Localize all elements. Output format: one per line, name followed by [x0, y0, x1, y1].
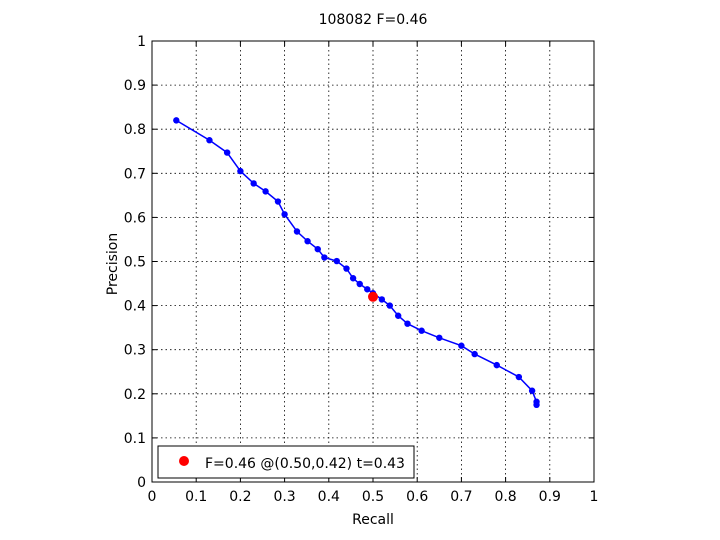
y-tick-label: 0.5 [124, 255, 146, 271]
y-tick-label: 0.6 [124, 210, 146, 226]
data-point [250, 180, 257, 187]
y-tick-label: 0.9 [124, 78, 146, 94]
data-point [206, 137, 213, 144]
data-point [293, 228, 301, 235]
data-point [343, 265, 350, 272]
data-point [223, 149, 231, 156]
data-point [321, 254, 328, 261]
data-point [349, 275, 357, 282]
data-point [528, 387, 536, 394]
x-tick-label: 0.9 [539, 489, 561, 505]
data-point [493, 361, 500, 369]
data-point [314, 245, 321, 253]
data-point [533, 401, 540, 409]
y-tick-label: 0 [137, 475, 146, 491]
x-tick-label: 0.5 [362, 489, 384, 505]
data-point [356, 280, 363, 288]
x-tick-label: 0.2 [229, 489, 251, 505]
x-tick-label: 0.4 [318, 489, 340, 505]
x-axis-label: Recall [352, 512, 394, 528]
legend-text: F=0.46 @(0.50,0.42) t=0.43 [205, 456, 405, 472]
y-tick-label: 0.4 [124, 299, 146, 315]
data-point [281, 211, 288, 218]
data-point [515, 373, 523, 381]
x-axis-ticks: 0 0.1 0.2 0.3 0.4 0.5 0.6 0.7 0.8 0.9 1 [148, 41, 599, 505]
data-point [471, 350, 478, 358]
data-point [274, 198, 282, 205]
x-tick-label: 0.6 [406, 489, 428, 505]
data-point [237, 167, 244, 175]
data-point [418, 327, 425, 334]
x-tick-label: 0 [148, 489, 157, 505]
data-point [262, 188, 269, 195]
x-tick-label: 0.3 [273, 489, 295, 505]
data-point [364, 286, 371, 293]
data-point [458, 342, 465, 349]
legend-marker [179, 456, 189, 466]
data-point [304, 238, 311, 245]
y-tick-label: 0.8 [124, 122, 146, 138]
x-tick-label: 0.7 [450, 489, 472, 505]
data-point [394, 312, 402, 319]
y-axis-label: Precision [105, 233, 121, 295]
data-point [386, 302, 393, 309]
data-point [173, 117, 180, 124]
legend: F=0.46 @(0.50,0.42) t=0.43 [157, 445, 415, 479]
data-point [378, 296, 386, 303]
data-point [333, 257, 340, 265]
data-point [404, 320, 411, 327]
x-tick-label: 0.1 [185, 489, 207, 505]
data-point [436, 334, 443, 341]
x-tick-label: 1 [590, 489, 599, 505]
y-tick-label: 0.7 [124, 166, 146, 182]
y-tick-label: 1 [137, 34, 146, 50]
y-axis-ticks: 0 0.1 0.2 0.3 0.4 0.5 0.6 0.7 0.8 0.9 1 [124, 34, 594, 491]
best-f-point [368, 291, 378, 302]
series-layer [173, 117, 540, 409]
y-tick-label: 0.1 [124, 431, 146, 447]
chart-title: 108082 F=0.46 [319, 12, 428, 28]
legend-box [157, 445, 415, 479]
grid-lines [152, 41, 594, 482]
y-tick-label: 0.2 [124, 387, 146, 403]
x-tick-label: 0.8 [494, 489, 516, 505]
y-tick-label: 0.3 [124, 343, 146, 359]
